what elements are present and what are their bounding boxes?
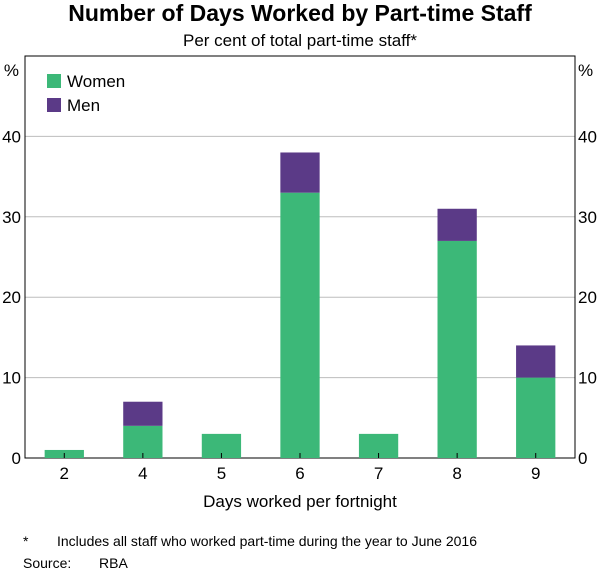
- footnote-text: Includes all staff who worked part-time …: [57, 533, 477, 549]
- bar-men: [516, 345, 556, 378]
- x-tick-label: 8: [452, 464, 461, 483]
- x-tick-label: 7: [374, 464, 383, 483]
- x-tick-label: 9: [531, 464, 540, 483]
- y-tick-label-right: 40: [578, 127, 597, 146]
- y-axis-unit-right: %: [578, 61, 593, 80]
- footnote-marker: *: [23, 533, 29, 549]
- bar-women: [280, 192, 320, 458]
- bar-men: [437, 208, 477, 241]
- source-value: RBA: [99, 555, 128, 571]
- y-tick-label-left: 30: [2, 208, 21, 227]
- legend-label-men: Men: [67, 96, 100, 115]
- x-tick-label: 6: [295, 464, 304, 483]
- bar-women: [123, 425, 163, 458]
- bar-women: [516, 377, 556, 458]
- y-tick-label-left: 10: [2, 369, 21, 388]
- legend-swatch-men: [47, 98, 61, 112]
- bar-men: [280, 152, 320, 193]
- x-tick-label: 4: [138, 464, 147, 483]
- x-axis-label: Days worked per fortnight: [203, 492, 397, 511]
- y-tick-label-left: 40: [2, 127, 21, 146]
- y-tick-label-right: 20: [578, 288, 597, 307]
- y-axis-unit-left: %: [4, 61, 19, 80]
- legend-label-women: Women: [67, 72, 125, 91]
- chart-title: Number of Days Worked by Part-time Staff: [68, 0, 532, 26]
- y-tick-label-right: 10: [578, 369, 597, 388]
- bar-men: [123, 401, 163, 426]
- bar-women: [437, 240, 477, 458]
- x-tick-label: 2: [60, 464, 69, 483]
- y-tick-label-left: 0: [12, 449, 21, 468]
- y-tick-label-right: 30: [578, 208, 597, 227]
- chart-subtitle: Per cent of total part-time staff*: [182, 31, 417, 50]
- x-tick-label: 5: [217, 464, 226, 483]
- y-tick-label-left: 20: [2, 288, 21, 307]
- y-tick-label-right: 0: [578, 449, 587, 468]
- source-label: Source:: [23, 555, 72, 571]
- legend-swatch-women: [47, 74, 61, 88]
